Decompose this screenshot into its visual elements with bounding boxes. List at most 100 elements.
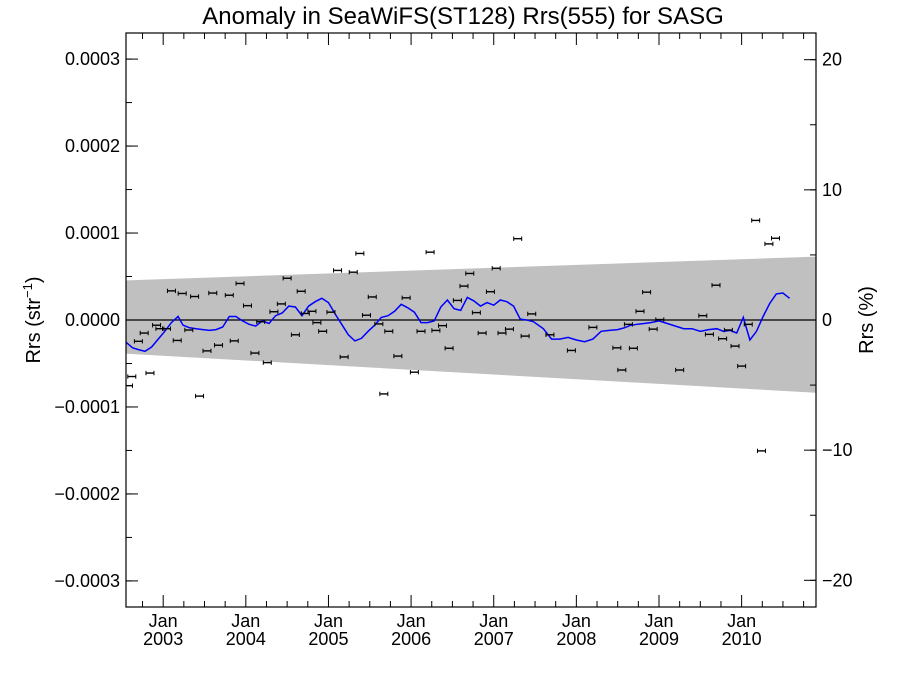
data-point xyxy=(282,276,292,281)
data-point xyxy=(444,346,454,351)
data-point xyxy=(588,325,598,330)
plot-area xyxy=(126,218,816,454)
y-axis-label-right: Rrs (%) xyxy=(856,286,878,354)
data-point xyxy=(190,294,200,299)
data-point xyxy=(491,266,501,271)
data-point xyxy=(471,310,481,315)
x-tick-label-year: 2005 xyxy=(308,629,348,649)
data-point xyxy=(513,236,523,241)
data-point xyxy=(290,332,300,337)
data-point xyxy=(737,363,747,369)
y-tick-label-right: 10 xyxy=(822,180,842,200)
data-point xyxy=(208,290,218,296)
x-tick-label-year: 2006 xyxy=(391,629,431,649)
uncertainty-band xyxy=(126,256,816,393)
data-point xyxy=(704,332,714,337)
data-point xyxy=(504,326,514,332)
y-tick-label-left: 0.0002 xyxy=(65,136,120,156)
y-axis-label-left: Rrs (str−1) xyxy=(20,276,45,363)
data-point xyxy=(184,327,194,333)
plot-inner xyxy=(126,218,816,454)
y-axis-label-end: ) xyxy=(23,276,45,283)
data-point xyxy=(723,327,733,333)
data-point xyxy=(485,289,495,294)
data-point xyxy=(527,311,537,317)
data-point xyxy=(612,345,622,351)
data-point xyxy=(648,326,658,332)
data-point xyxy=(771,236,781,241)
data-point xyxy=(262,360,272,365)
data-point xyxy=(452,298,462,303)
y-tick-label-left: 0.0000 xyxy=(65,310,120,330)
data-point xyxy=(384,329,394,334)
data-point xyxy=(318,329,328,334)
data-point xyxy=(133,339,143,344)
data-point xyxy=(326,309,336,315)
data-point xyxy=(269,309,279,314)
data-point xyxy=(333,268,343,273)
x-tick-label-month: Jan xyxy=(149,611,178,631)
y-axis-label-base: Rrs (str xyxy=(23,298,45,364)
data-point xyxy=(743,322,753,327)
data-point xyxy=(296,289,306,294)
data-point xyxy=(229,338,239,344)
x-tick-label-month: Jan xyxy=(314,611,343,631)
data-point xyxy=(242,303,252,308)
chart-title: Anomaly in SeaWiFS(ST128) Rrs(555) for S… xyxy=(202,3,724,30)
x-tick-label-month: Jan xyxy=(562,611,591,631)
data-point xyxy=(312,320,322,325)
data-point xyxy=(145,370,155,376)
data-point xyxy=(675,367,685,373)
data-point xyxy=(224,293,234,298)
data-point xyxy=(566,348,576,353)
smoothed-series-line xyxy=(126,292,791,353)
data-point xyxy=(756,448,766,454)
data-point xyxy=(730,343,740,349)
data-point xyxy=(235,281,245,286)
data-point xyxy=(465,271,475,276)
x-tick-label-month: Jan xyxy=(479,611,508,631)
data-point xyxy=(172,338,182,343)
data-point xyxy=(367,294,377,300)
x-tick-label-year: 2004 xyxy=(226,629,266,649)
data-point xyxy=(361,313,371,318)
data-point xyxy=(393,353,403,359)
y-tick-label-left: −0.0002 xyxy=(54,484,120,504)
y-tick-label-left: 0.0003 xyxy=(65,49,120,69)
data-point xyxy=(355,251,365,256)
y-tick-label-right: −20 xyxy=(822,570,853,590)
data-point xyxy=(635,309,645,314)
y-tick-label-right: 0 xyxy=(822,310,832,330)
data-point xyxy=(409,369,419,375)
y-tick-label-right: −10 xyxy=(822,440,853,460)
x-tick-label-year: 2010 xyxy=(722,629,762,649)
data-point xyxy=(437,323,447,328)
data-point xyxy=(256,319,266,324)
data-point xyxy=(177,291,187,296)
data-point xyxy=(628,346,638,351)
data-point xyxy=(401,295,411,301)
data-point xyxy=(623,322,633,327)
x-tick-label-month: Jan xyxy=(727,611,756,631)
x-tick-label-month: Jan xyxy=(231,611,260,631)
data-point xyxy=(431,328,441,333)
data-point xyxy=(416,329,426,334)
data-point xyxy=(127,374,137,379)
data-point xyxy=(195,393,205,399)
data-point xyxy=(655,317,665,322)
data-point xyxy=(751,218,761,223)
x-tick-label-month: Jan xyxy=(397,611,426,631)
data-point xyxy=(166,288,176,294)
data-point xyxy=(339,354,349,360)
y-tick-label-right: 20 xyxy=(822,50,842,70)
data-point xyxy=(161,326,171,331)
data-point xyxy=(348,269,358,275)
axes: 0.0003 0.0002 0.0001 0.0000 −0.0001 −0.0002 −0… xyxy=(54,32,853,649)
x-tick-label-year: 2007 xyxy=(474,629,514,649)
data-point xyxy=(202,348,212,354)
data-point xyxy=(545,332,555,337)
x-tick-label-year: 2009 xyxy=(639,629,679,649)
x-tick-label-year: 2003 xyxy=(143,629,183,649)
data-point xyxy=(139,330,149,336)
